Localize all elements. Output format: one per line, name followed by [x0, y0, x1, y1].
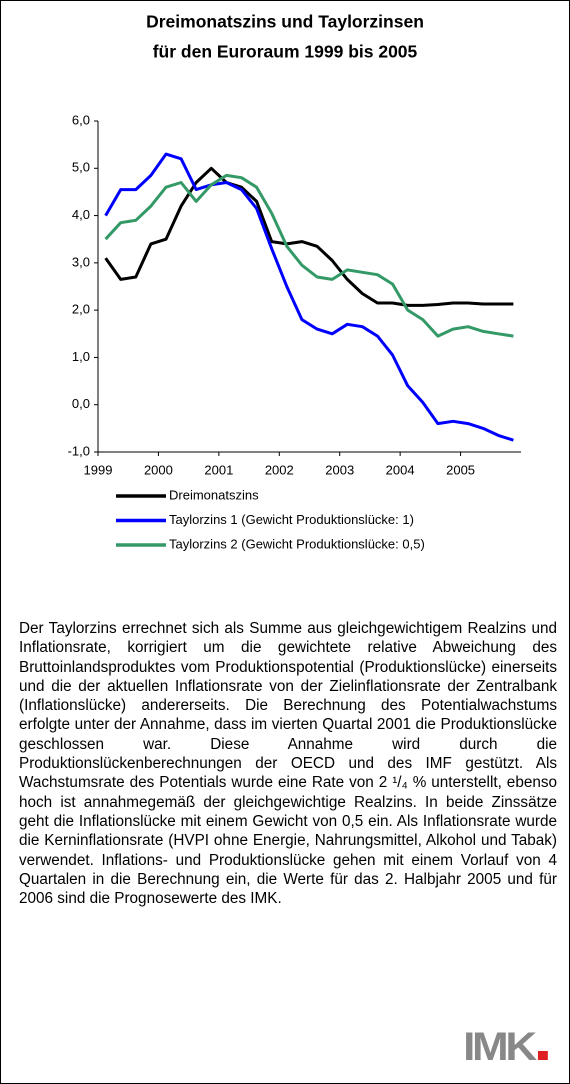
legend-label: Taylorzins 2 (Gewicht Produktionslücke: … — [169, 536, 425, 551]
y-tick-label: 6,0 — [72, 112, 90, 127]
chart-title: Dreimonatszins und Taylorzinsen — [146, 12, 424, 32]
logo: IMK — [463, 1025, 549, 1070]
chart: Dreimonatszins und Taylorzinsen für den … — [68, 12, 521, 551]
chart-title: für den Euroraum 1999 bis 2005 — [153, 42, 418, 62]
x-tick-label: 2005 — [446, 462, 475, 477]
y-tick-label: 3,0 — [72, 254, 90, 269]
y-tick-label: 1,0 — [72, 349, 90, 364]
series-line — [104, 152, 514, 442]
x-tick-label: 1999 — [84, 462, 113, 477]
legend-label: Taylorzins 1 (Gewicht Produktionslücke: … — [169, 512, 414, 527]
x-tick-label: 2003 — [325, 462, 354, 477]
paragraph: Der Taylorzins errechnet sich als Summe … — [19, 620, 557, 908]
x-tick-label: 2002 — [265, 462, 294, 477]
y-tick-label: 0,0 — [72, 396, 90, 411]
x-tick-label: 2000 — [144, 462, 173, 477]
y-tick-label: -1,0 — [68, 443, 90, 458]
logo-text: IMK — [463, 1025, 537, 1069]
y-tick-label: 4,0 — [72, 207, 90, 222]
series-line — [104, 173, 514, 338]
x-tick-label: 2001 — [204, 462, 233, 477]
y-tick-label: 5,0 — [72, 160, 90, 175]
logo-dot — [538, 1051, 549, 1060]
y-tick-label: 2,0 — [72, 302, 90, 317]
legend-label: Dreimonatszins — [169, 487, 259, 502]
x-tick-label: 2004 — [386, 462, 415, 477]
series-line — [104, 166, 514, 307]
